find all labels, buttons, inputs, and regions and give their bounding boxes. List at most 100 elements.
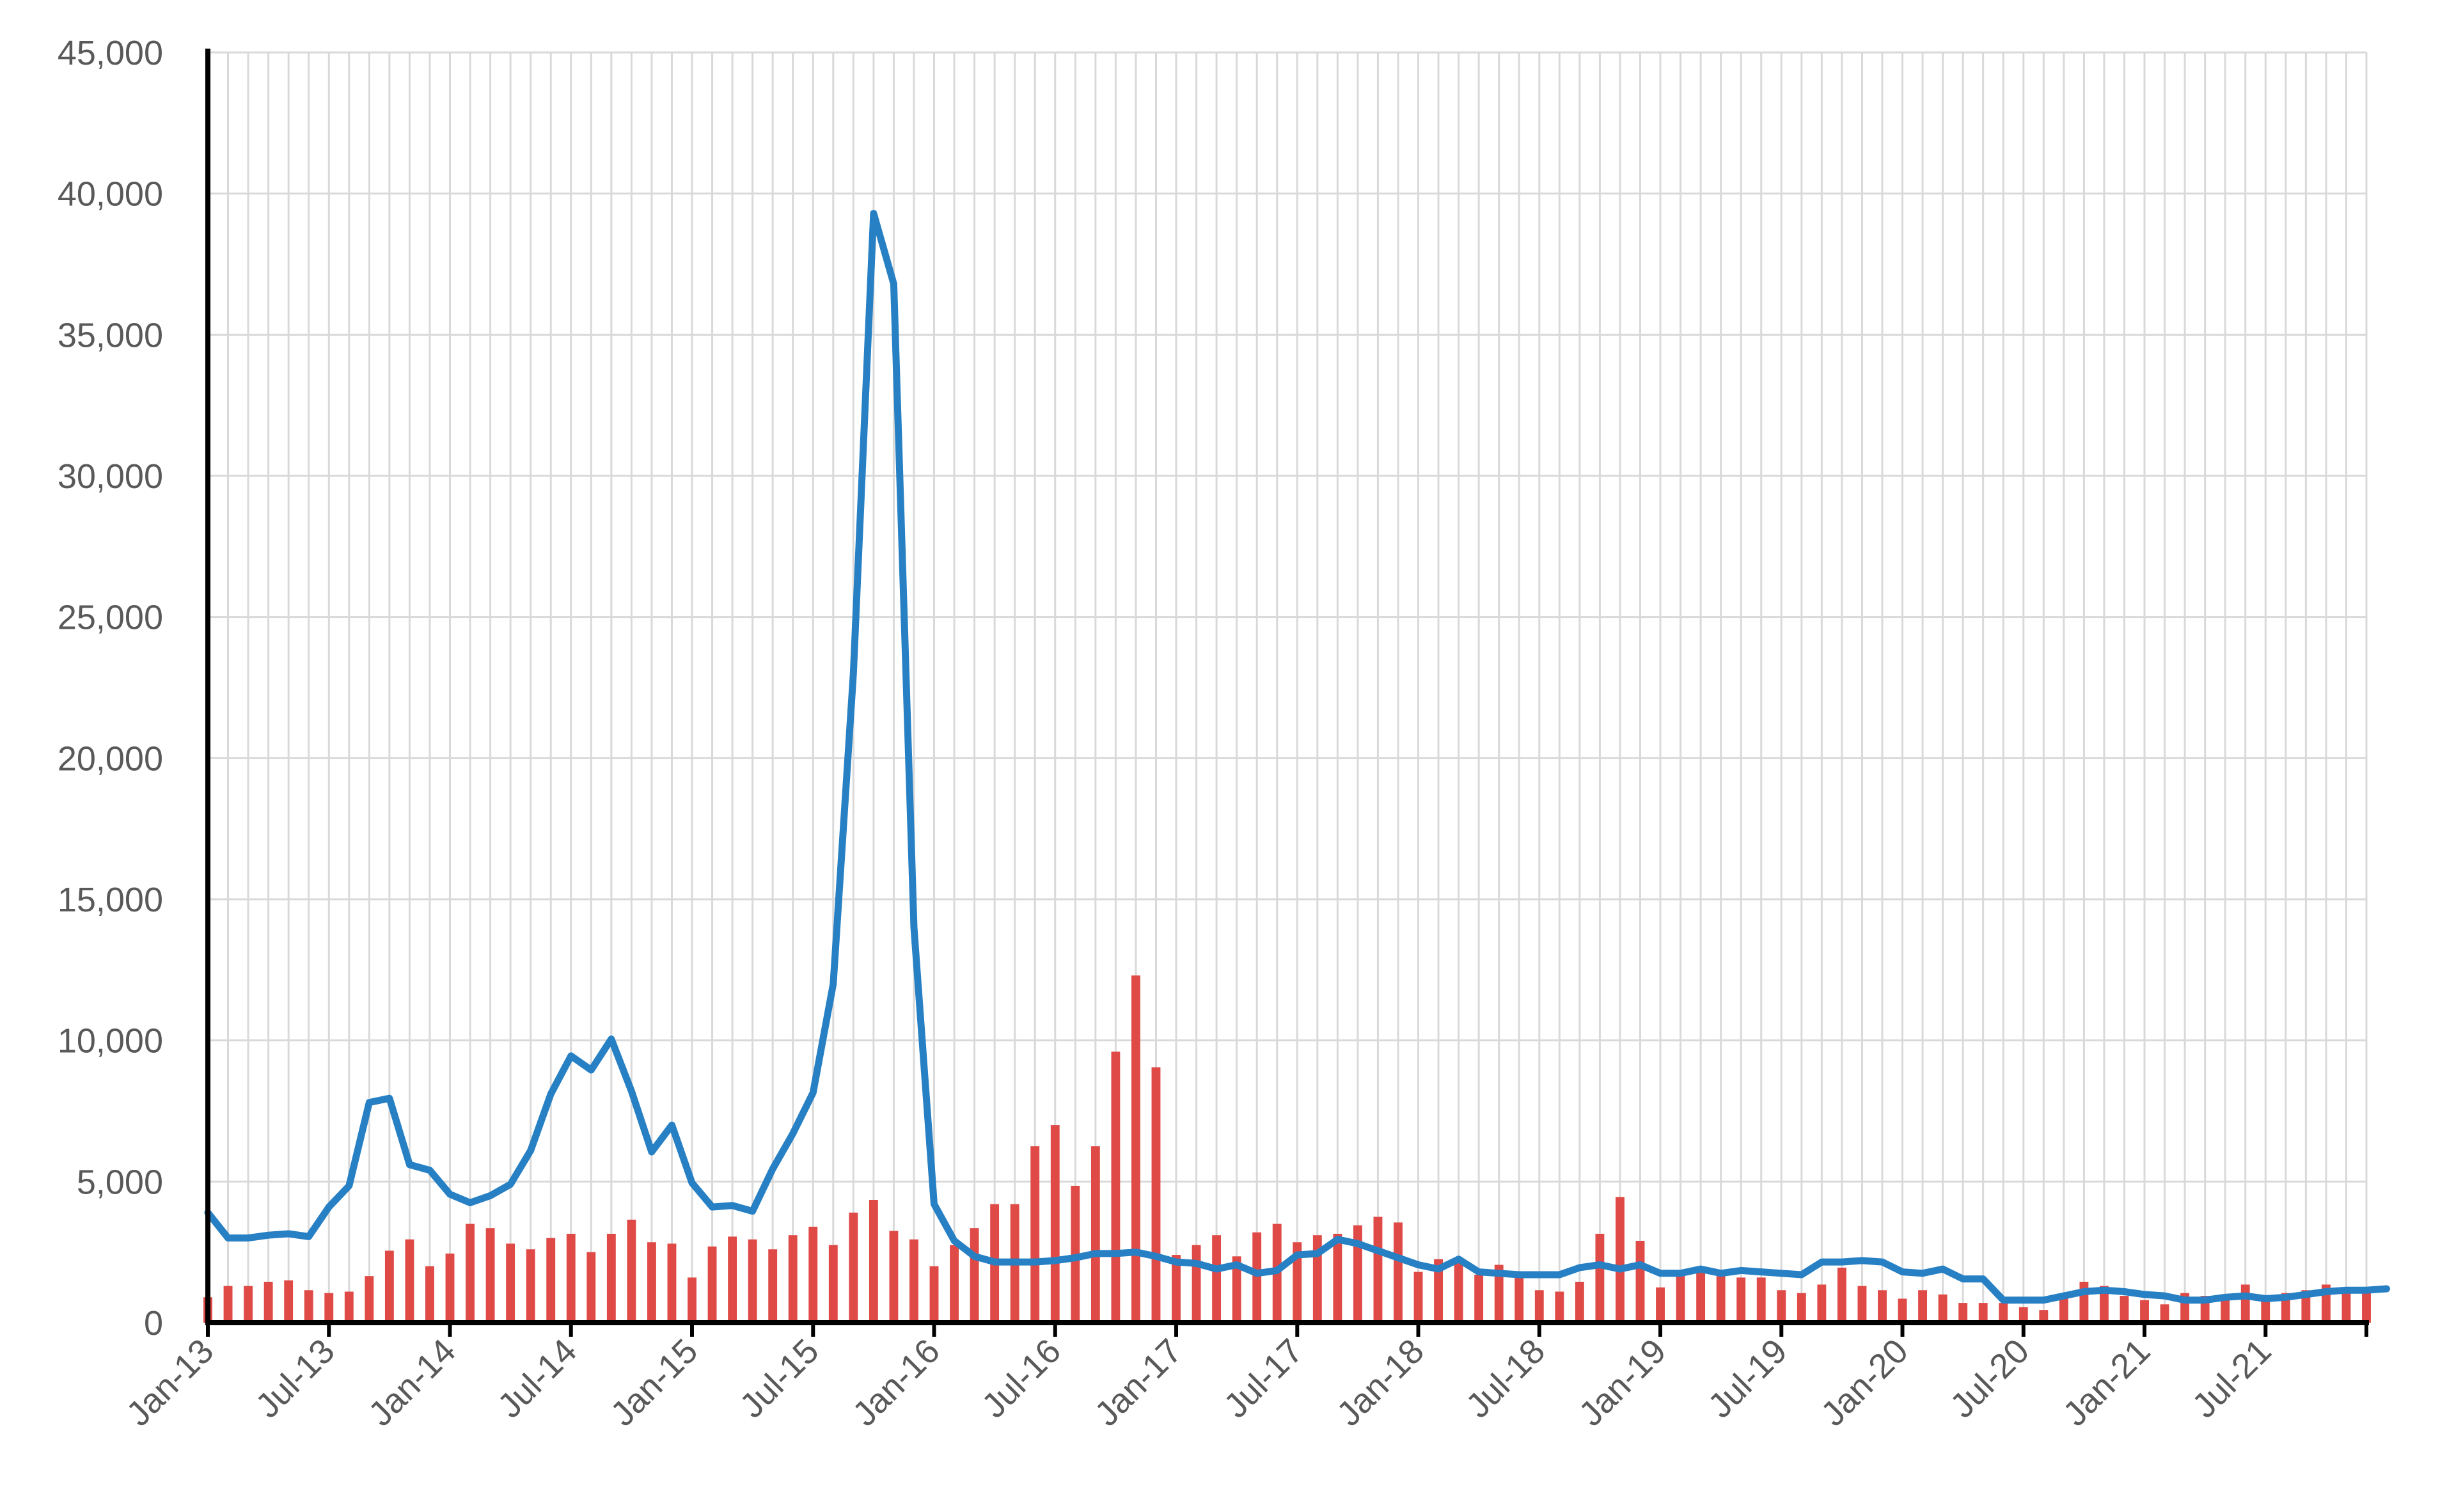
bar <box>244 1286 253 1323</box>
bar <box>264 1282 273 1323</box>
bar <box>1111 1051 1121 1323</box>
bar <box>768 1249 778 1323</box>
bar <box>1413 1272 1423 1323</box>
bar <box>808 1226 818 1323</box>
y-tick-label: 10,000 <box>58 1022 163 1060</box>
x-tick-label: Jan-15 <box>603 1332 705 1433</box>
bar <box>1716 1276 1726 1323</box>
bar <box>1172 1255 1181 1323</box>
bar <box>1837 1267 1846 1323</box>
x-tick-label: Jan-19 <box>1571 1332 1673 1433</box>
bar <box>2039 1310 2049 1323</box>
bar <box>1373 1217 1383 1323</box>
bar <box>1958 1303 1968 1323</box>
y-tick-label: 25,000 <box>58 599 163 637</box>
bar <box>929 1266 939 1323</box>
y-axis-tick-labels: 0 5,000 10,000 15,000 20,000 25,000 30,000 35,0… <box>58 34 163 1343</box>
bar <box>1857 1286 1867 1323</box>
bar <box>1575 1282 1584 1323</box>
x-tick-label: Jul-21 <box>2185 1332 2278 1425</box>
bar <box>526 1249 535 1323</box>
bar <box>647 1242 656 1323</box>
bar <box>324 1293 334 1323</box>
bar <box>2018 1307 2028 1323</box>
bar <box>365 1276 374 1323</box>
line-series-path <box>204 210 2390 1304</box>
bar <box>1938 1294 1947 1323</box>
bar <box>1999 1303 2008 1323</box>
y-tick-label: 5,000 <box>77 1163 163 1201</box>
x-tick-label: Jul-20 <box>1943 1332 2036 1425</box>
bar <box>2160 1304 2169 1323</box>
bar <box>1434 1259 1444 1323</box>
bar <box>667 1243 677 1323</box>
bar <box>1454 1259 1463 1323</box>
bar <box>445 1253 455 1323</box>
axes <box>205 49 2369 1337</box>
bar <box>1656 1287 1665 1323</box>
bar <box>1898 1298 1907 1323</box>
bar <box>1333 1233 1342 1323</box>
bar <box>1394 1222 1403 1323</box>
bar <box>2100 1286 2109 1323</box>
bar <box>688 1277 696 1323</box>
x-tick-label: Jan-20 <box>1814 1332 1916 1433</box>
bar <box>2240 1284 2250 1323</box>
bar <box>1736 1277 1746 1323</box>
bar <box>344 1291 354 1323</box>
x-tick-label: Jul-16 <box>975 1332 1068 1425</box>
bar <box>728 1236 737 1323</box>
bar <box>1918 1290 1928 1323</box>
x-tick-label: Jul-15 <box>732 1332 826 1425</box>
bar <box>2079 1282 2089 1323</box>
x-tick-label: Jan-17 <box>1087 1332 1189 1433</box>
bar <box>1515 1273 1524 1323</box>
bar <box>284 1280 294 1323</box>
bar <box>1353 1225 1362 1323</box>
x-tick-label: Jul-14 <box>491 1332 584 1425</box>
bar <box>1756 1277 1766 1323</box>
line-series <box>204 210 2390 1304</box>
bar <box>2261 1298 2270 1323</box>
bar <box>1293 1242 1302 1323</box>
bar <box>586 1252 596 1323</box>
x-tick-label: Jan-13 <box>119 1332 221 1433</box>
x-tick-label: Jan-16 <box>846 1332 947 1433</box>
bar <box>849 1212 858 1323</box>
bar <box>546 1238 556 1323</box>
y-tick-label: 20,000 <box>58 739 163 778</box>
bar <box>970 1228 979 1323</box>
x-tick-label: Jan-18 <box>1330 1332 1431 1433</box>
bar <box>1131 975 1140 1323</box>
bar <box>2362 1293 2371 1323</box>
bar <box>2140 1300 2149 1323</box>
bar <box>485 1228 495 1323</box>
bar <box>828 1245 838 1323</box>
bar <box>1030 1146 1040 1323</box>
bar <box>627 1219 636 1323</box>
bar <box>223 1286 233 1323</box>
bar <box>466 1224 475 1323</box>
bar <box>1817 1284 1827 1323</box>
bar <box>606 1233 616 1323</box>
x-tick-label: Jan-21 <box>2056 1332 2157 1433</box>
bar <box>889 1231 899 1323</box>
bar <box>1616 1197 1625 1323</box>
bar <box>304 1290 313 1323</box>
vertical-gridlines <box>227 52 2368 1323</box>
x-tick-label: Jul-13 <box>248 1332 342 1425</box>
bar <box>384 1250 394 1323</box>
bar <box>566 1233 576 1323</box>
bar <box>2341 1291 2351 1323</box>
bar <box>909 1239 918 1323</box>
x-tick-label: Jul-17 <box>1216 1332 1310 1425</box>
bar <box>1555 1291 1564 1323</box>
x-tick-label: Jul-18 <box>1459 1332 1552 1425</box>
bar <box>1474 1274 1484 1323</box>
bar <box>869 1200 878 1323</box>
y-tick-label: 40,000 <box>58 175 163 214</box>
bar <box>2120 1296 2129 1323</box>
bar <box>1696 1270 1706 1323</box>
